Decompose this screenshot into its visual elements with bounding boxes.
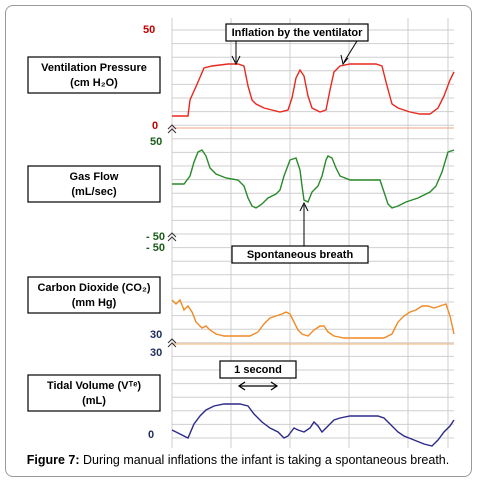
pressure-trace [172,63,455,117]
volume-label-line2: (mL) [82,395,106,407]
flow-axis-bottom: - 50 [146,231,165,243]
one-second-annotation: 1 second [219,360,297,391]
spontaneous-annotation: Spontaneous breath [231,201,369,264]
spontaneous-label: Spontaneous breath [247,249,354,261]
axis-break-1 [167,124,177,134]
caption-text: During manual inflations the infant is t… [79,453,450,467]
flow-axis-top: 50 [150,136,162,148]
flow-trace [172,149,455,209]
volume-label-box: Tidal Volume (Vᵀᵉ) (mL) [27,374,161,412]
volume-axis-top: 30 [150,347,162,359]
axis-break-2 [167,232,177,242]
grid [171,18,454,448]
pressure-label-line1: Ventilation Pressure [41,62,147,74]
flow-label-box: Gas Flow (mL/sec) [27,165,161,203]
co2-label-box: Carbon Dioxide (CO₂) (mm Hg) [27,276,161,314]
pressure-axis-top: 50 [143,24,155,36]
volume-axis-bottom: 0 [148,429,154,441]
co2-axis-top: - 50 [146,242,165,254]
volume-label-line1: Tidal Volume (Vᵀᵉ) [47,380,141,392]
axis-break-3 [167,338,177,348]
inflation-annotation: Inflation by the ventilator [225,23,369,66]
one-second-label: 1 second [234,364,282,376]
flow-label-line2: (mL/sec) [71,186,117,198]
pressure-label-box: Ventilation Pressure (cm H₂O) [27,56,161,94]
figure-caption: Figure 7: During manual inflations the i… [12,453,464,467]
caption-prefix: Figure 7: [26,453,80,467]
co2-label-line1: Carbon Dioxide (CO₂) [37,282,150,294]
pressure-axis-bottom: 0 [152,120,158,132]
pressure-label-line2: (cm H₂O) [70,77,118,89]
inflation-label: Inflation by the ventilator [232,27,364,39]
co2-label-line2: (mm Hg) [72,297,117,309]
flow-label-line1: Gas Flow [70,171,119,183]
volume-trace [171,403,455,447]
co2-trace [171,298,455,339]
co2-axis-bottom: 30 [150,329,162,341]
